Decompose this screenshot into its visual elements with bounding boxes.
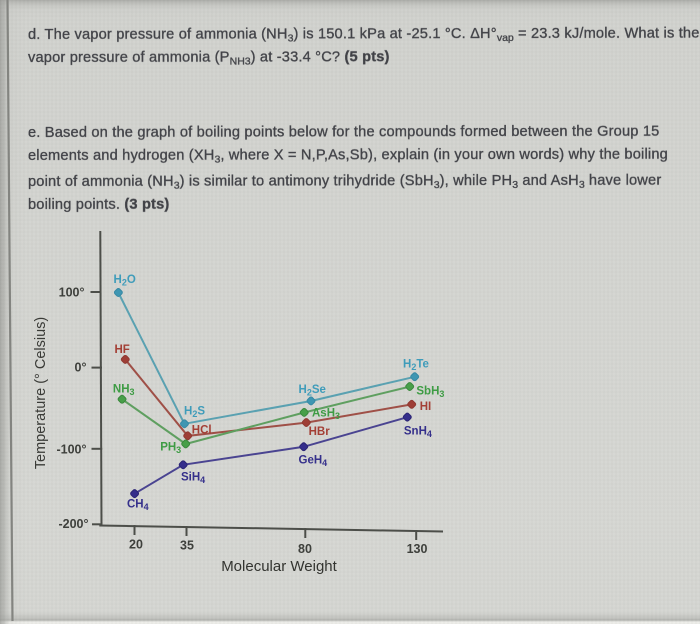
svg-text:PH3: PH3 xyxy=(160,441,181,455)
svg-text:NH3: NH3 xyxy=(113,384,135,398)
svg-text:HF: HF xyxy=(115,344,130,356)
svg-text:SnH4: SnH4 xyxy=(404,426,432,440)
svg-text:HBr: HBr xyxy=(309,426,331,438)
svg-text:-200°: -200° xyxy=(58,517,88,531)
svg-text:H2Te: H2Te xyxy=(403,359,429,373)
svg-text:HI: HI xyxy=(420,401,432,413)
svg-text:GeH4: GeH4 xyxy=(299,455,328,469)
svg-text:Temperature (° Celsius): Temperature (° Celsius) xyxy=(33,317,49,469)
svg-text:H2Se: H2Se xyxy=(299,384,326,398)
svg-text:AsH3: AsH3 xyxy=(312,408,340,422)
svg-text:-100°: -100° xyxy=(56,442,86,456)
svg-text:SiH4: SiH4 xyxy=(181,472,205,486)
svg-text:35: 35 xyxy=(180,539,194,553)
svg-text:CH4: CH4 xyxy=(127,499,149,513)
svg-text:SbH3: SbH3 xyxy=(416,386,444,400)
svg-text:20: 20 xyxy=(129,538,143,552)
svg-text:0°: 0° xyxy=(75,361,87,375)
svg-text:130: 130 xyxy=(407,542,428,556)
svg-text:100°: 100° xyxy=(59,286,85,300)
svg-text:H2O: H2O xyxy=(114,274,136,288)
svg-text:Molecular Weight: Molecular Weight xyxy=(221,558,337,575)
svg-text:H2S: H2S xyxy=(184,406,205,420)
svg-text:HCl: HCl xyxy=(192,425,212,437)
svg-text:80: 80 xyxy=(298,542,312,556)
